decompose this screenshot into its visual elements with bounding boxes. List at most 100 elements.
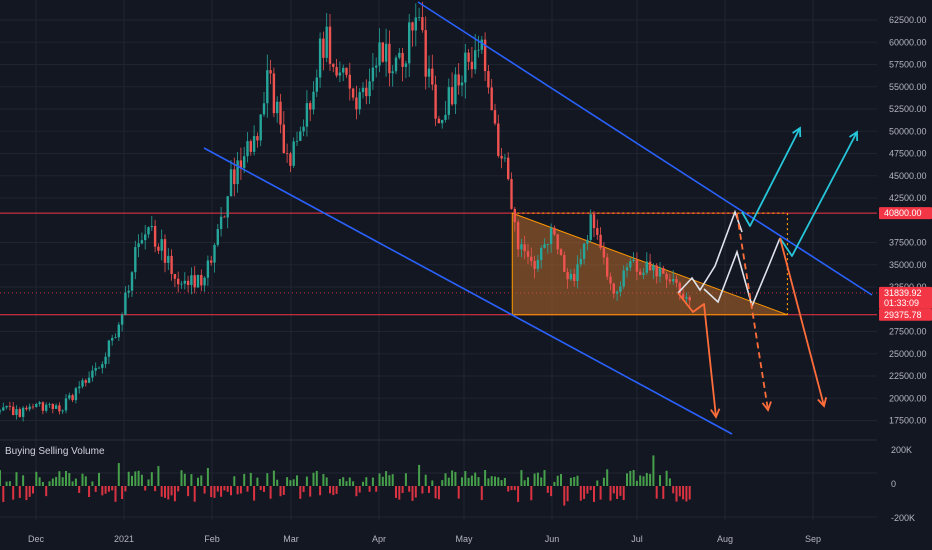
candle-body — [573, 273, 576, 281]
candle-body — [246, 141, 249, 157]
volume-bar-buy — [348, 477, 351, 486]
volume-bar-buy — [381, 476, 384, 486]
volume-bar-buy — [470, 475, 473, 486]
y-tick-label: 52500.00 — [889, 104, 927, 114]
volume-bar-buy — [632, 470, 635, 486]
candle-body — [219, 216, 223, 230]
candle-body — [48, 404, 51, 405]
volume-bar-buy — [15, 472, 18, 486]
bear-arrow-2 — [779, 237, 825, 407]
volume-bar-sell — [612, 486, 615, 494]
y-tick-label: 50000.00 — [889, 126, 927, 136]
volume-bar-buy — [41, 481, 44, 486]
candle-body — [503, 157, 507, 159]
candle-body — [206, 260, 210, 278]
candle-body — [18, 409, 21, 417]
candle-body — [150, 225, 153, 228]
volume-bar-buy — [131, 475, 133, 486]
volume-bar-sell — [579, 486, 582, 501]
candle-body — [233, 169, 236, 185]
candle-body — [378, 42, 381, 66]
candle-body — [315, 77, 318, 92]
candle-body — [173, 273, 177, 279]
volume-bar-sell — [513, 486, 516, 491]
volume-bar-buy — [65, 471, 67, 486]
volume-bar-buy — [629, 470, 632, 486]
volume-bar-sell — [193, 486, 196, 502]
volume-bar-sell — [107, 486, 110, 492]
volume-bar-buy — [500, 480, 503, 486]
candle-body — [665, 273, 668, 280]
volume-bar-buy — [150, 472, 153, 486]
volume-bar-sell — [685, 486, 688, 502]
candle-body — [252, 136, 256, 152]
y-tick-label: 35000.00 — [889, 260, 927, 270]
volume-bar-buy — [553, 481, 556, 486]
volume-bar-buy — [626, 473, 628, 486]
candle-body — [318, 38, 322, 78]
candle-body — [672, 279, 675, 282]
volume-bar-buy — [536, 472, 539, 486]
volume-bar-sell — [355, 486, 358, 497]
candle-body — [450, 87, 454, 105]
candle-body — [520, 244, 523, 250]
volume-bar-sell — [25, 486, 28, 501]
volume-bar-buy — [233, 476, 236, 486]
volume-bar-buy — [454, 471, 457, 486]
candle-body — [490, 87, 493, 111]
x-tick-label: Sep — [805, 534, 821, 544]
candle-body — [546, 244, 549, 245]
candle-body — [51, 404, 54, 409]
candle-body — [404, 63, 408, 67]
volume-bar-sell — [164, 486, 166, 498]
price-axis[interactable]: 17500.00 20000.00 22500.00 25000.00 27500.00… — [889, 15, 927, 523]
volume-bar-sell — [210, 486, 213, 498]
candle-body — [642, 272, 645, 275]
candle-body — [629, 261, 632, 268]
candle-body — [335, 66, 338, 76]
candle-body — [639, 271, 642, 275]
volume-bar-buy — [490, 476, 493, 486]
volume-bar-sell — [437, 486, 440, 500]
volume-bar-buy — [378, 473, 381, 486]
volume-bar-buy — [272, 470, 275, 486]
candle-body — [144, 234, 147, 241]
y-tick-label: 17500.00 — [889, 416, 927, 426]
candle-body — [213, 244, 216, 263]
volume-bar-buy — [464, 471, 467, 486]
candle-body — [111, 337, 114, 341]
volume-bar-sell — [104, 486, 107, 494]
volume-bar-buy — [388, 475, 391, 486]
volume-bar-sell — [675, 486, 678, 502]
candle-body — [216, 229, 219, 245]
y-tick-label: 20000.00 — [889, 393, 927, 403]
volume-bar-buy — [645, 472, 648, 486]
candle-body — [434, 84, 437, 119]
candle-body — [507, 157, 510, 180]
volume-bar-sell — [566, 486, 569, 502]
volume-bar-buy — [560, 474, 562, 486]
candle-body — [401, 52, 404, 67]
candle-body — [302, 126, 305, 132]
candle-body — [229, 169, 233, 197]
candle-body — [540, 247, 543, 261]
volume-bar-sell — [616, 486, 619, 499]
current-price-tag-text: 31839.92 — [884, 288, 922, 298]
volume-bar-buy — [74, 478, 77, 486]
candle-body — [31, 406, 35, 408]
volume-bar-sell — [259, 486, 262, 491]
volume-bar-sell — [121, 486, 124, 500]
volume-bar-sell — [530, 486, 533, 501]
volume-bar-buy — [431, 480, 434, 486]
candle-body — [295, 140, 299, 142]
volume-bar-buy — [352, 481, 355, 486]
candle-body — [223, 216, 226, 218]
volume-bar-buy — [649, 473, 652, 486]
volume-bar-buy — [503, 477, 506, 486]
candle-body — [84, 380, 87, 383]
candle-body — [454, 74, 457, 105]
volume-bar-buy — [639, 475, 642, 486]
volume-bar-buy — [533, 473, 536, 486]
time-axis[interactable]: Dec 2021 Feb Mar Apr May Jun Jul Aug Sep — [28, 534, 821, 544]
